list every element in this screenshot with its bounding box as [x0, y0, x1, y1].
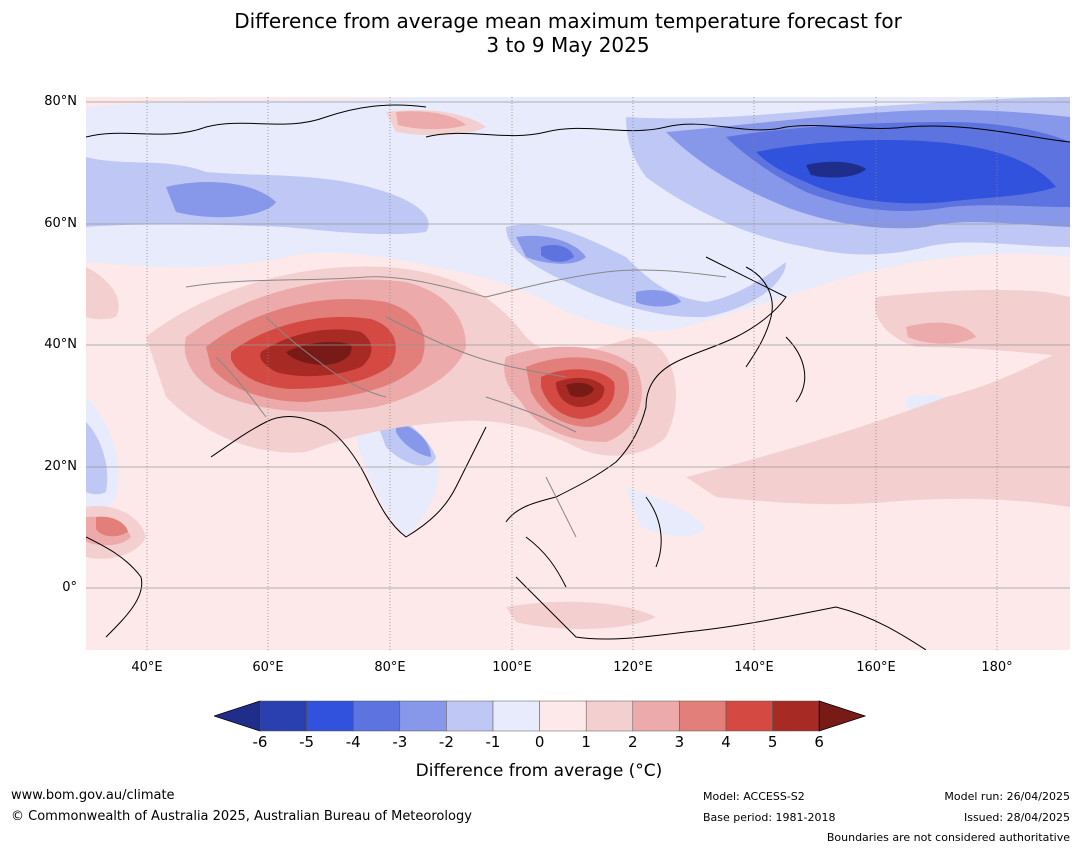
lat-label-40n: 40°N — [44, 337, 77, 352]
colorbar-tick-label: -1 — [485, 733, 501, 751]
lon-label-120e: 120°E — [613, 660, 653, 675]
lat-label-0: 0° — [62, 580, 77, 595]
colorbar-tick-label: 1 — [581, 733, 591, 751]
colorbar-tick-label: -3 — [392, 733, 408, 751]
model-run-text: Model run: 26/04/2025 — [944, 790, 1070, 803]
coastlines — [86, 104, 1070, 650]
colorbar-tick-label: 5 — [767, 733, 778, 751]
title-line-1: Difference from average mean maximum tem… — [234, 9, 902, 33]
colorbar-tick-label: 3 — [674, 733, 685, 751]
anomaly-over6-regions — [286, 341, 594, 397]
lon-label-40e: 40°E — [131, 660, 163, 675]
lat-label-80n: 80°N — [44, 94, 77, 109]
colorbar-tick-label: -2 — [438, 733, 454, 751]
base-period-text: Base period: 1981-2018 — [703, 811, 836, 824]
colorbar-segment — [772, 700, 820, 732]
colorbar — [214, 700, 866, 732]
colorbar-segment — [306, 700, 354, 732]
country-borders — [185, 269, 727, 538]
forecast-map — [86, 97, 1070, 650]
boundaries-note: Boundaries are not considered authoritat… — [826, 831, 1070, 844]
colorbar-segment — [446, 700, 494, 732]
colorbar-segment — [679, 700, 727, 732]
model-text: Model: ACCESS-S2 — [703, 790, 805, 803]
map-title: Difference from average mean maximum tem… — [0, 9, 1081, 57]
colorbar-segment — [632, 700, 680, 732]
lon-label-140e: 140°E — [734, 660, 774, 675]
lon-label-100e: 100°E — [492, 660, 532, 675]
graticule-parallels — [86, 101, 1070, 589]
colorbar-extension-low — [214, 700, 261, 732]
colorbar-tick-label: 4 — [721, 733, 731, 751]
colorbar-segment — [539, 700, 587, 732]
lat-label-20n: 20°N — [44, 459, 77, 474]
colorbar-segment — [352, 700, 401, 732]
colorbar-tick-label: 6 — [814, 733, 824, 751]
colorbar-tick-label: -6 — [252, 733, 268, 751]
colorbar-segment — [492, 700, 540, 732]
colorbar-tick-label: 0 — [534, 733, 545, 751]
website-text: www.bom.gov.au/climate — [11, 788, 175, 803]
colorbar-segment — [725, 700, 773, 732]
colorbar-tick-label: -4 — [345, 733, 361, 751]
lon-label-60e: 60°E — [252, 660, 284, 675]
lat-label-60n: 60°N — [44, 216, 77, 231]
colorbar-tick-label: 2 — [628, 733, 638, 751]
anomaly-minus6-region — [806, 161, 866, 178]
colorbar-tick-label: -5 — [299, 733, 315, 751]
title-line-2: 3 to 9 May 2025 — [486, 33, 650, 57]
issued-text: Issued: 28/04/2025 — [963, 811, 1070, 824]
colorbar-segment — [259, 700, 307, 732]
copyright-text: © Commonwealth of Australia 2025, Austra… — [11, 809, 472, 824]
lon-label-80e: 80°E — [374, 660, 406, 675]
graticule-meridians — [146, 97, 998, 650]
lon-label-160e: 160°E — [856, 660, 896, 675]
colorbar-extension-high — [818, 700, 866, 732]
lon-label-180: 180° — [981, 660, 1013, 675]
anomaly-minus5-regions — [756, 140, 1056, 204]
colorbar-segment — [585, 700, 634, 732]
colorbar-segment — [399, 700, 447, 732]
colorbar-label: Difference from average (°C) — [415, 761, 663, 781]
